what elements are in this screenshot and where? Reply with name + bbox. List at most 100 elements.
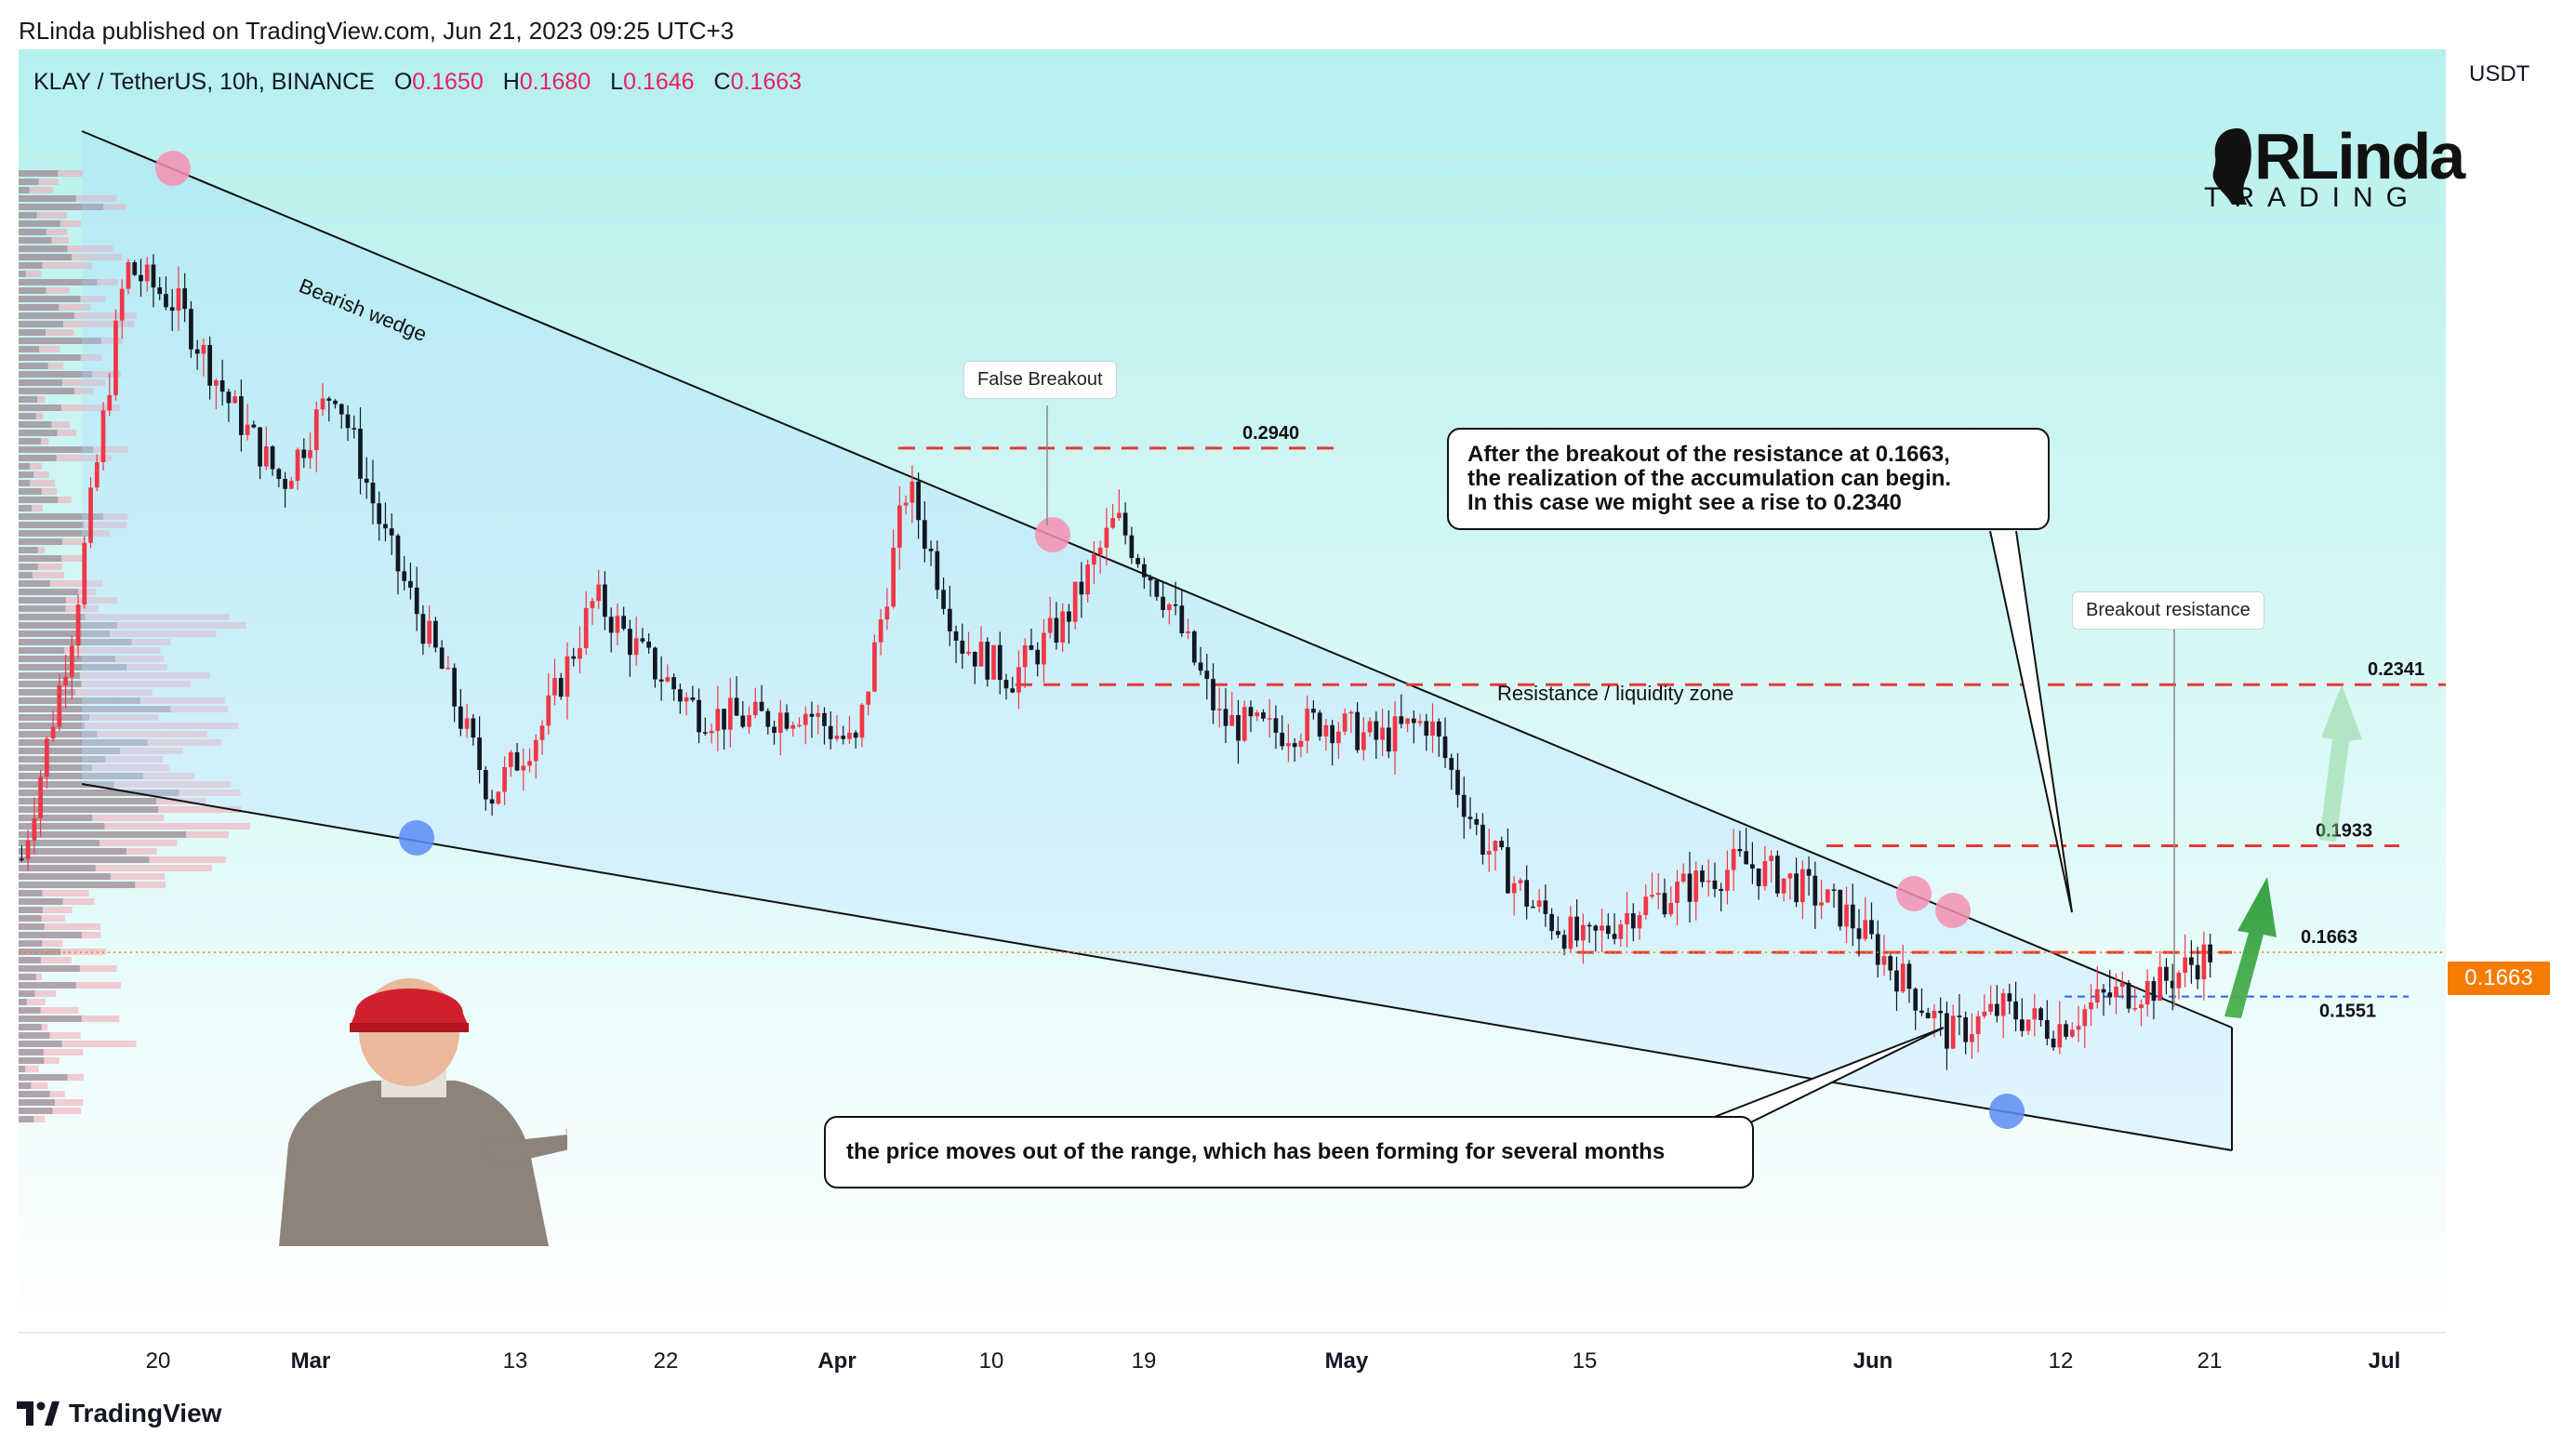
jun-marker-2 [1935, 893, 1971, 928]
candle-body [2189, 957, 2194, 965]
candle-body [603, 584, 607, 617]
candle-body [690, 697, 696, 700]
volume-profile-bar [19, 538, 62, 545]
candle-body [1092, 554, 1096, 565]
volume-profile-bar [19, 271, 26, 277]
candle-body [1248, 707, 1254, 717]
candle-body [2132, 1008, 2138, 1010]
callout-bottom: the price moves out of the range, which … [824, 1116, 1754, 1188]
candle-body [1643, 896, 1649, 916]
candle-body [816, 712, 821, 717]
candle-body [1499, 841, 1505, 848]
candle-body [1574, 916, 1579, 941]
candle-body [94, 461, 100, 488]
volume-profile-bar [19, 1091, 50, 1097]
candle-body [1361, 732, 1366, 750]
candle-body [1079, 581, 1084, 595]
volume-profile-bar [19, 1041, 137, 1047]
volume-profile-bar [19, 890, 43, 896]
candle-body [1731, 848, 1736, 870]
volume-profile-bar [19, 271, 42, 277]
candle-body [1117, 512, 1122, 519]
candle-body [997, 644, 1003, 681]
candle-body [1286, 743, 1291, 747]
time-tick-label: May [1325, 1348, 1369, 1374]
candle-body [697, 699, 701, 733]
candle-body [1481, 824, 1485, 856]
volume-profile-bar [19, 354, 81, 361]
candle-body [1906, 963, 1912, 989]
volume-profile-bar [19, 405, 120, 411]
volume-profile-bar [19, 346, 40, 352]
volume-profile-bar [19, 949, 61, 955]
symbol-name: KLAY / TetherUS, 10h, BINANCE [33, 69, 375, 95]
tradingview-footer[interactable]: TradingView [17, 1399, 221, 1428]
candle-body [1110, 518, 1115, 528]
candle-body [552, 678, 557, 696]
candle-body [295, 449, 300, 481]
volume-profile-bar [19, 949, 106, 955]
volume-profile-bar [19, 312, 137, 319]
volume-profile-bar [19, 1082, 32, 1089]
candle-body [1323, 724, 1329, 737]
candle-body [872, 642, 877, 692]
candle-body [991, 644, 996, 680]
candle-body [508, 751, 513, 767]
volume-profile-bar [19, 471, 49, 478]
candle-body [270, 445, 275, 470]
candle-body [1894, 970, 1899, 992]
volume-profile-bar [19, 999, 46, 1005]
candle-body [201, 344, 206, 354]
candle-body [1762, 860, 1768, 886]
candle-body [207, 344, 213, 386]
volume-profile-bar [19, 1116, 34, 1122]
candle-body [1719, 888, 1724, 892]
volume-profile-bar [19, 488, 42, 495]
candles-layer [20, 254, 2212, 1070]
false-breakout-label: False Breakout [963, 361, 1117, 399]
candle-body [628, 629, 632, 656]
time-tick-label: 15 [1573, 1348, 1598, 1374]
volume-profile-bar [19, 932, 82, 938]
volume-profile-bar [19, 279, 98, 285]
candle-body [132, 261, 138, 275]
tradingview-logo-text: TradingView [69, 1399, 222, 1427]
volume-profile-bar [19, 614, 86, 620]
candle-body [590, 601, 595, 608]
candle-body [283, 478, 287, 489]
candle-body [2158, 966, 2163, 1002]
volume-profile-bar [19, 697, 140, 704]
candle-body [126, 261, 131, 289]
volume-profile-bar [19, 187, 30, 193]
volume-profile-bar [19, 781, 114, 788]
candle-body [320, 398, 325, 410]
volume-profile-bar [19, 923, 45, 930]
candle-body [452, 668, 457, 707]
volume-profile-bar [19, 1074, 68, 1081]
time-tick-label: 19 [1132, 1348, 1157, 1374]
resistance-zone-label: Resistance / liquidity zone [1497, 682, 1733, 705]
volume-profile-bar [19, 974, 36, 980]
candle-body [1655, 893, 1661, 896]
volume-profile-bar [19, 1049, 84, 1055]
candle-body [1700, 870, 1705, 883]
candle-body [2195, 964, 2200, 980]
candle-body [1963, 1016, 1969, 1042]
candle-body [169, 307, 175, 312]
candle-body [1712, 880, 1718, 889]
volume-profile-bar [19, 672, 80, 679]
volume-profile-bar [19, 321, 135, 327]
candle-body [1355, 711, 1360, 750]
candle-body [2183, 957, 2188, 973]
callout-top-line-1: After the breakout of the resistance at … [1467, 442, 1950, 467]
candle-body [1003, 680, 1009, 689]
candle-body [1211, 679, 1215, 710]
candle-body [897, 505, 902, 548]
volume-profile-bar [19, 990, 35, 997]
candle-body [464, 718, 470, 729]
candle-body [1411, 718, 1416, 724]
high-label: H [502, 69, 520, 95]
volume-profile-bar [19, 1007, 79, 1014]
close-value: 0.1663 [730, 69, 803, 95]
top-marker [155, 151, 191, 186]
